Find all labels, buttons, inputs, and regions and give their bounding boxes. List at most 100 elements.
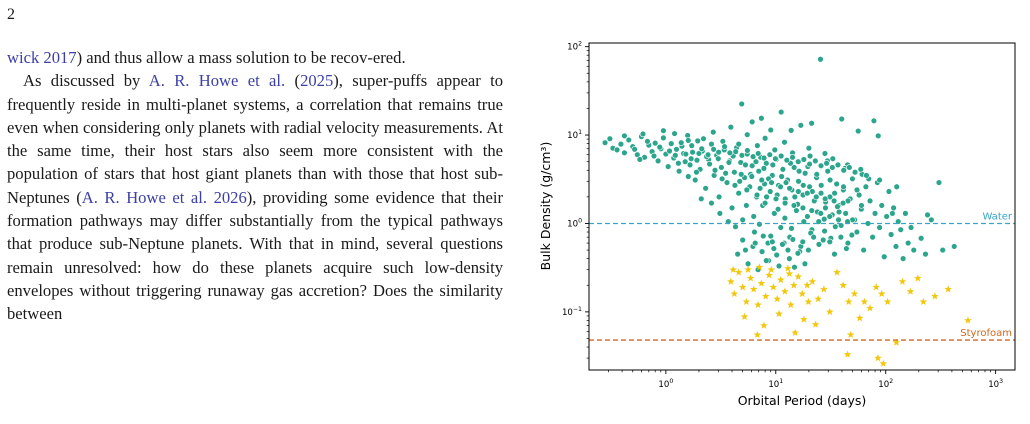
- circle-point: [721, 143, 728, 150]
- circle-point: [644, 138, 651, 145]
- circle-point: [826, 238, 833, 246]
- circle-point: [857, 166, 864, 173]
- circle-point: [760, 154, 768, 162]
- circle-point: [777, 224, 784, 231]
- circle-point: [806, 160, 813, 168]
- circle-point: [754, 142, 761, 149]
- circle-point: [829, 155, 836, 162]
- citation-link[interactable]: wick 2017: [7, 48, 77, 67]
- citation-link[interactable]: A. R. Howe et al.: [148, 71, 286, 91]
- circle-point: [835, 208, 843, 216]
- circle-point: [698, 195, 705, 203]
- circle-point: [782, 179, 790, 186]
- circle-point: [795, 188, 802, 195]
- circle-point: [840, 183, 847, 190]
- star-point: [800, 315, 808, 323]
- circle-point: [843, 245, 850, 252]
- circle-point: [813, 171, 820, 178]
- star-point: [820, 285, 828, 293]
- circle-point: [799, 238, 806, 246]
- circle-point: [752, 158, 760, 165]
- circle-point: [710, 128, 717, 136]
- circle-point: [660, 127, 667, 134]
- circle-point: [651, 139, 659, 147]
- circle-point: [787, 127, 795, 134]
- circle-point: [716, 210, 724, 217]
- reference-lines: Water Styrofoam: [589, 211, 1015, 341]
- circle-point: [799, 204, 807, 212]
- circle-point: [678, 139, 685, 146]
- circle-point: [775, 262, 783, 270]
- star-point: [808, 277, 817, 285]
- circle-point: [771, 210, 778, 217]
- star-point: [790, 281, 798, 289]
- star-point: [760, 321, 768, 329]
- star-point: [825, 307, 834, 316]
- circle-point: [838, 115, 845, 123]
- circle-point: [805, 145, 813, 152]
- circle-point: [769, 161, 777, 169]
- circle-point: [710, 172, 718, 179]
- circle-point: [761, 199, 769, 207]
- circle-point: [758, 248, 766, 255]
- circle-point: [704, 151, 712, 158]
- circle-point: [866, 197, 874, 205]
- circle-point: [672, 152, 679, 159]
- circle-point: [812, 157, 819, 165]
- circle-point: [837, 233, 845, 241]
- circle-point: [702, 185, 709, 192]
- circle-point: [887, 231, 895, 238]
- star-point: [749, 285, 758, 293]
- circle-point: [922, 250, 929, 258]
- star-point: [794, 272, 803, 280]
- circle-point: [763, 160, 770, 167]
- circle-point: [851, 169, 859, 176]
- circle-point: [767, 232, 774, 240]
- circle-point: [773, 251, 780, 259]
- star-point: [754, 300, 762, 309]
- circle-point: [731, 169, 738, 176]
- circle-point: [779, 241, 786, 248]
- circle-point: [755, 168, 762, 175]
- circle-point: [795, 178, 802, 185]
- star-point: [761, 292, 770, 300]
- axes: 100 101 102 103 10−1 100 101 102: [562, 41, 1003, 390]
- circle-point: [758, 115, 765, 122]
- circle-point: [860, 246, 867, 254]
- circle-point: [758, 176, 765, 184]
- circle-point: [848, 231, 856, 239]
- star-point: [872, 283, 881, 291]
- density-period-figure: Water Styrofoam 100 101 102 103 10−1 100 101 102…: [528, 0, 1030, 419]
- circle-point: [687, 155, 695, 162]
- x-tick-label: 100: [658, 378, 673, 390]
- circle-point: [781, 139, 788, 146]
- circle-point: [711, 167, 719, 174]
- circle-point: [760, 232, 767, 240]
- circle-point: [846, 164, 853, 171]
- circle-point: [907, 224, 915, 231]
- circle-point: [820, 236, 827, 244]
- circle-point: [688, 142, 695, 149]
- text-run: As discussed by: [23, 71, 149, 91]
- circle-point: [863, 172, 870, 179]
- circle-point: [779, 166, 787, 173]
- circle-point: [834, 203, 841, 210]
- circle-point: [770, 245, 778, 252]
- circle-point: [668, 140, 675, 147]
- circle-point: [791, 264, 798, 271]
- circle-point: [862, 183, 870, 190]
- circle-point: [768, 179, 775, 186]
- circle-point: [853, 228, 861, 236]
- circle-point: [869, 233, 876, 241]
- circle-point: [815, 241, 823, 248]
- circle-point: [750, 213, 757, 220]
- circle-point: [685, 137, 692, 144]
- citation-link[interactable]: 2025: [300, 71, 334, 91]
- circle-point: [855, 127, 862, 135]
- circle-point: [897, 226, 904, 233]
- text-run: ), super-puffs appear to frequently resi…: [7, 71, 504, 207]
- citation-link[interactable]: A. R. Howe et al. 2026: [81, 187, 247, 207]
- circle-point: [671, 130, 678, 137]
- star-point: [860, 297, 869, 306]
- circle-point: [844, 239, 852, 247]
